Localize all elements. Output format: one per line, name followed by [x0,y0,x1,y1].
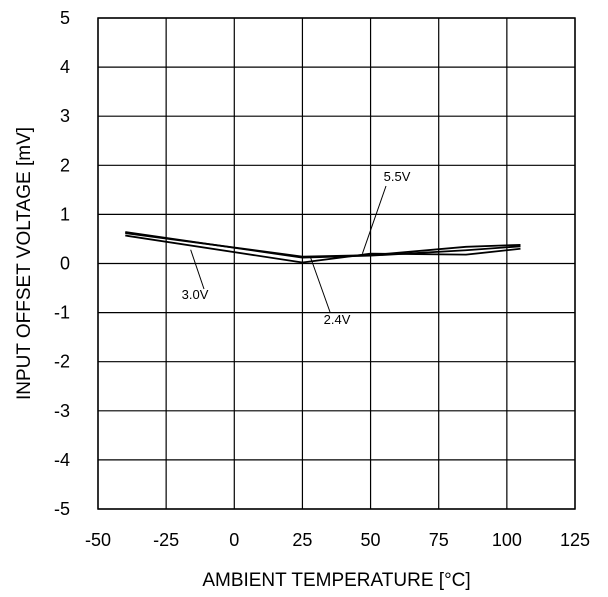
x-tick-label: 75 [429,530,449,550]
x-tick-label: 0 [229,530,239,550]
x-tick-label: 100 [492,530,522,550]
x-axis-title: AMBIENT TEMPERATURE [°C] [202,570,470,591]
series-line-2-4v [125,231,521,259]
x-tick-labels: -50 -25 0 25 50 75 100 125 [85,530,590,550]
y-tick-label: -1 [54,303,70,323]
y-tick-label: 1 [60,204,70,224]
y-axis-title: INPUT OFFSET VOLTAGE [mV] [14,127,35,400]
x-tick-label: -25 [153,530,179,550]
annotation-label: 2.4V [324,312,351,327]
series-line-3-0v [125,234,521,264]
annotation-leader [310,257,331,313]
y-tick-label: 3 [60,106,70,126]
x-tick-label: 50 [361,530,381,550]
y-tick-label: -3 [54,401,70,421]
annotation-leader [361,185,387,254]
y-tick-label: 4 [60,57,70,77]
y-tick-label: -2 [54,352,70,372]
x-tick-label: -50 [85,530,111,550]
y-tick-label: -5 [54,499,70,519]
plot-frame [97,17,576,510]
y-tick-labels: 5 4 3 2 1 0 -1 -2 -3 -4 -5 [54,8,70,519]
y-tick-label: -4 [54,450,70,470]
grid [97,17,576,510]
x-tick-label: 125 [560,530,590,550]
x-tick-label: 25 [292,530,312,550]
series-lines [125,231,521,264]
annotations: 5.5V 3.0V 2.4V [182,169,411,327]
y-tick-label: 0 [60,254,70,274]
y-tick-label: 5 [60,8,70,28]
annotation-leader [190,249,205,290]
y-tick-label: 2 [60,155,70,175]
annotation-label: 3.0V [182,287,209,302]
annotation-label: 5.5V [384,169,411,184]
